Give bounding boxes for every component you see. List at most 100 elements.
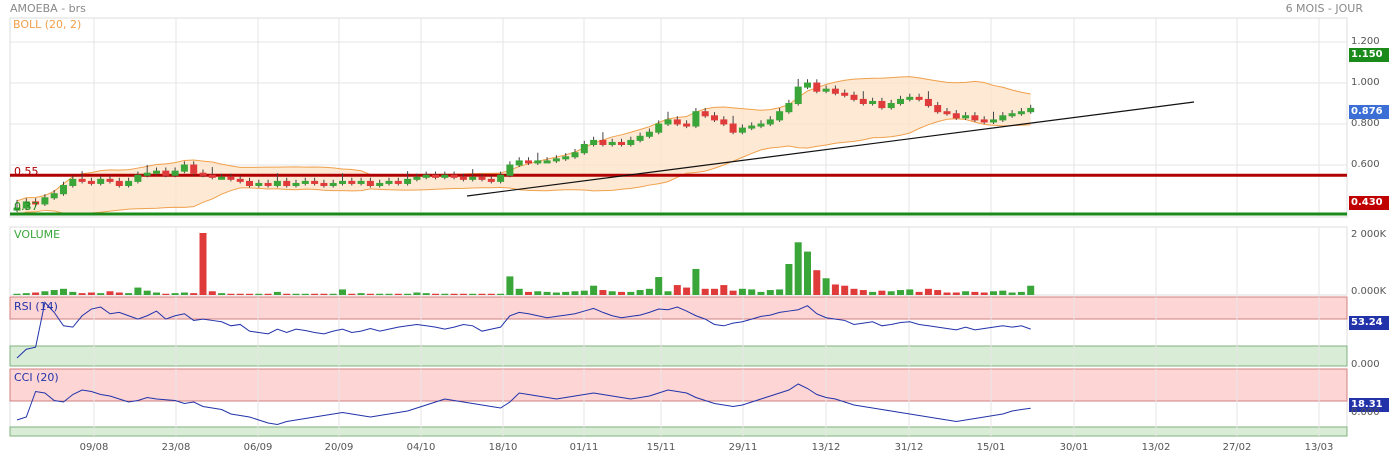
volume-bar: [971, 291, 979, 295]
volume-bar: [757, 291, 765, 295]
volume-bar: [627, 291, 635, 295]
volume-bar: [1008, 292, 1016, 295]
candle-body: [1017, 111, 1025, 115]
volume-bar: [320, 293, 328, 295]
x-tick-label: 18/10: [488, 442, 518, 453]
candle-body: [692, 111, 700, 127]
candle-body: [32, 201, 40, 205]
price-last-badge: 0.876: [1349, 105, 1389, 119]
candle-body: [87, 180, 95, 184]
volume-bar: [301, 293, 309, 295]
candle-body: [915, 96, 923, 100]
volume-bar: [915, 291, 923, 295]
candle-body: [227, 176, 235, 180]
volume-bar: [366, 293, 374, 295]
candle-body: [218, 176, 226, 180]
volume-bar: [990, 291, 997, 295]
volume-bar: [153, 292, 160, 295]
candle-body: [934, 105, 942, 113]
bollinger-upper: [16, 76, 1031, 202]
volume-bar: [850, 288, 858, 295]
candle-body: [599, 139, 607, 145]
candle-body: [487, 178, 495, 182]
candle-body: [776, 111, 784, 121]
candle-body: [143, 172, 151, 176]
x-tick-label: 06/09: [243, 442, 273, 453]
rsi-tick-bottom: 0.000: [1351, 359, 1380, 370]
candle-body: [664, 119, 672, 125]
volume-bar: [134, 287, 142, 295]
volume-bar: [143, 290, 151, 295]
bollinger-lower: [16, 118, 1031, 216]
x-tick-label: 29/11: [728, 442, 758, 453]
chart-title: AMOEBA - brs: [10, 2, 86, 15]
cci-oversold-zone: [9, 426, 1348, 437]
cci-badge: 18.31: [1349, 398, 1389, 412]
candle-body: [413, 176, 421, 180]
volume-bar: [339, 289, 346, 295]
candle-body: [552, 158, 560, 162]
candle-body: [329, 182, 337, 186]
volume-bar: [87, 292, 95, 295]
volume-bar: [283, 293, 291, 295]
candle-body: [831, 88, 839, 94]
candle-body: [590, 139, 598, 145]
candle-body: [50, 193, 58, 199]
candle-body: [357, 180, 365, 184]
volume-bar: [69, 291, 77, 295]
candle-body: [13, 207, 21, 211]
volume-bar: [794, 242, 802, 295]
volume-bar: [571, 291, 579, 295]
price-tick-0600: 0.600: [1351, 159, 1380, 170]
candle-body: [441, 174, 449, 178]
candle-body: [906, 96, 914, 100]
volume-bar: [357, 293, 365, 295]
candle-body: [162, 170, 170, 176]
candle-body: [469, 176, 477, 180]
candle-body: [506, 164, 514, 176]
candle-body: [794, 86, 802, 104]
volume-bar: [766, 290, 774, 295]
volume-bar: [748, 289, 756, 295]
volume-bar: [701, 288, 709, 295]
candle-body: [69, 178, 77, 187]
volume-bar: [525, 291, 532, 295]
candle-body: [804, 82, 811, 88]
volume-bar: [738, 288, 746, 295]
volume-bar: [692, 268, 700, 295]
volume-bar: [943, 292, 951, 295]
volume-bar: [125, 293, 133, 295]
candle-body: [41, 197, 49, 205]
volume-bar: [459, 293, 467, 295]
candle-body: [924, 98, 932, 107]
volume-bar: [264, 293, 272, 295]
rsi-badge: 53.24: [1349, 316, 1389, 330]
candle-body: [190, 164, 198, 174]
x-tick-label: 27/02: [1222, 442, 1252, 453]
volume-bar: [171, 293, 179, 295]
candle-body: [962, 115, 970, 119]
volume-bar: [385, 293, 393, 295]
volume-pane-frame: [9, 226, 1348, 296]
volume-bar: [887, 291, 895, 295]
volume-bar: [804, 251, 811, 295]
volume-bar: [13, 293, 21, 295]
candle-body: [199, 172, 207, 176]
volume-bar: [236, 293, 244, 295]
candle-body: [645, 131, 653, 137]
volume-bar: [218, 293, 226, 295]
candle-body: [850, 94, 858, 100]
volume-bar: [469, 293, 477, 295]
candle-body: [106, 178, 114, 182]
rsi-line: [16, 301, 1031, 359]
candle-body: [748, 125, 756, 129]
volume-bar: [720, 285, 728, 295]
volume-bar: [487, 293, 495, 295]
volume-bar: [78, 293, 86, 295]
candle-body: [366, 180, 374, 186]
volume-bar: [208, 291, 216, 295]
volume-bar: [776, 289, 784, 295]
candle-body: [283, 180, 291, 186]
volume-bar: [422, 293, 430, 295]
volume-bar: [376, 293, 384, 295]
